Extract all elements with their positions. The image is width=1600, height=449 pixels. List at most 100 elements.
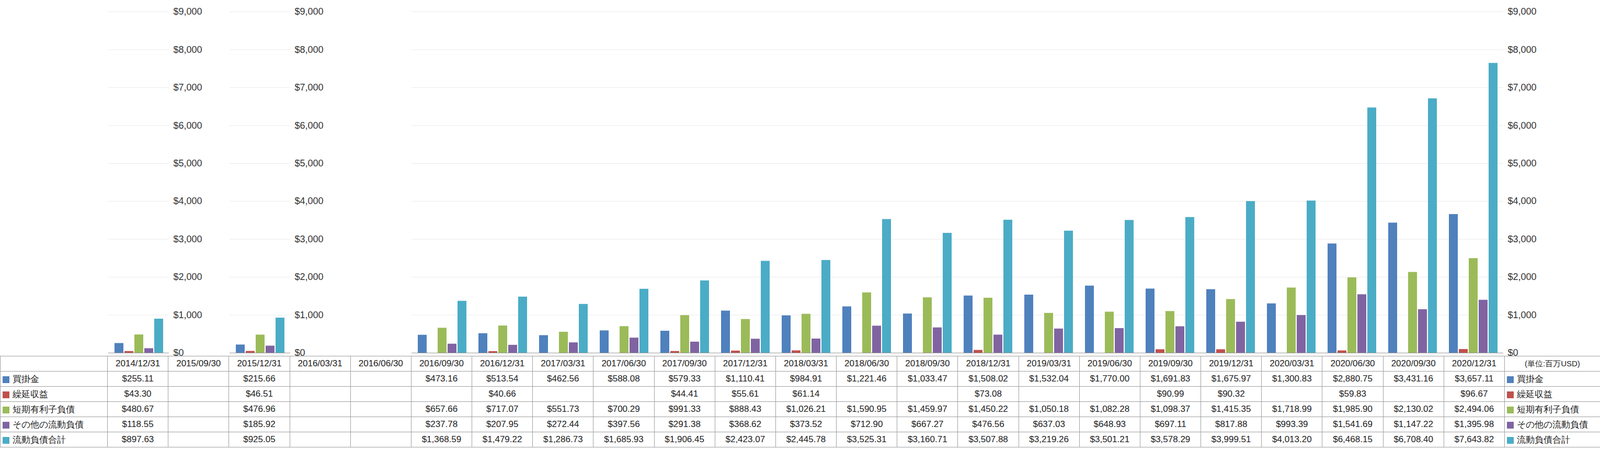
html-text:2015/12/31: 2015/12/31 [237, 358, 282, 369]
html-text:$40.66: $40.66 [488, 388, 516, 399]
html-text:2014/12/31: 2014/12/31 [115, 358, 161, 369]
html-text:$90.32: $90.32 [1217, 388, 1245, 399]
svg-text:$9,000: $9,000 [294, 6, 324, 17]
html-text:$717.07: $717.07 [486, 403, 519, 414]
html-text:2020/12/31: 2020/12/31 [1451, 358, 1497, 369]
html-text:$1,691.83: $1,691.83 [1150, 373, 1191, 384]
html-text:$588.08: $588.08 [607, 373, 640, 384]
html-text:2017/09/30: 2017/09/30 [662, 358, 707, 369]
html-text:$473.16: $473.16 [425, 373, 458, 384]
svg-text:$2,000: $2,000 [173, 271, 203, 282]
html-text:$61.14: $61.14 [792, 388, 820, 399]
html-text:$1,770.00: $1,770.00 [1089, 373, 1130, 384]
html-text:$476.96: $476.96 [243, 403, 276, 414]
svg-text:$9,000: $9,000 [173, 6, 203, 17]
html-text:2016/06/30: 2016/06/30 [358, 358, 404, 369]
html-text:$44.41: $44.41 [670, 388, 699, 399]
html-text:2019/09/30: 2019/09/30 [1148, 358, 1193, 369]
svg-text:$5,000: $5,000 [173, 157, 203, 169]
html-text:$513.54: $513.54 [486, 373, 519, 384]
html-text:$46.51: $46.51 [245, 388, 273, 399]
html-text:2020/06/30: 2020/06/30 [1330, 358, 1375, 369]
html-text:$888.43: $888.43 [729, 403, 762, 414]
html-text:$73.08: $73.08 [974, 388, 1002, 399]
html-text:2018/06/30: 2018/06/30 [844, 358, 889, 369]
svg-text:$1,000: $1,000 [173, 309, 203, 320]
html-text:2018/03/31: 2018/03/31 [783, 358, 829, 369]
html-text:$1,033.47: $1,033.47 [907, 373, 948, 384]
html-text:短期有利子負債: 短期有利子負債 [12, 403, 75, 414]
svg-text:$0: $0 [173, 347, 185, 356]
html-text:2019/03/31: 2019/03/31 [1026, 358, 1072, 369]
html-text:2015/09/30: 2015/09/30 [176, 358, 221, 369]
html-text:2018/09/30: 2018/09/30 [905, 358, 950, 369]
html-text:$1,508.02: $1,508.02 [968, 373, 1008, 384]
html-text:$59.83: $59.83 [1339, 388, 1367, 399]
svg-text:$4,000: $4,000 [1507, 195, 1537, 207]
html-text:買掛金: 買掛金 [12, 373, 40, 384]
html-text:$991.33: $991.33 [668, 403, 701, 414]
svg-text:$4,000: $4,000 [173, 195, 203, 207]
svg-text:$4,000: $4,000 [294, 195, 324, 207]
html-text:$1,221.46: $1,221.46 [846, 373, 887, 384]
svg-text:$7,000: $7,000 [1507, 82, 1537, 93]
html-text:$1,590.95: $1,590.95 [846, 403, 887, 414]
html-text:$480.67: $480.67 [121, 403, 154, 414]
html-text:$3,657.11: $3,657.11 [1454, 373, 1494, 384]
svg-text:$2,000: $2,000 [1507, 271, 1537, 282]
svg-text:$1,000: $1,000 [294, 309, 324, 320]
svg-text:$2,000: $2,000 [294, 271, 324, 282]
html-text:$1,675.97: $1,675.97 [1211, 373, 1251, 384]
html-text:2017/12/31: 2017/12/31 [723, 358, 768, 369]
html-text:$700.29: $700.29 [607, 403, 640, 414]
html-text:2017/03/31: 2017/03/31 [540, 358, 586, 369]
svg-text:$0: $0 [1507, 347, 1519, 356]
html-text:$1,532.04: $1,532.04 [1029, 373, 1069, 384]
html-text:$90.99: $90.99 [1156, 388, 1185, 399]
html-text:2018/12/31: 2018/12/31 [965, 358, 1011, 369]
html-text:2020/09/30: 2020/09/30 [1391, 358, 1436, 369]
svg-text:$8,000: $8,000 [173, 44, 203, 55]
html-text:$1,110.41: $1,110.41 [725, 373, 765, 384]
html-text:$1,459.97: $1,459.97 [907, 403, 948, 414]
svg-text:$9,000: $9,000 [1507, 6, 1537, 17]
svg-text:$7,000: $7,000 [173, 82, 203, 93]
html-text:$96.67: $96.67 [1460, 388, 1488, 399]
svg-text:$0: $0 [294, 347, 306, 356]
svg-text:$8,000: $8,000 [294, 44, 324, 55]
svg-text:$8,000: $8,000 [1507, 44, 1537, 55]
html-text:$551.73: $551.73 [546, 403, 580, 414]
svg-text:$6,000: $6,000 [294, 120, 324, 131]
svg-text:$3,000: $3,000 [294, 233, 324, 245]
html-text:$984.91: $984.91 [789, 373, 823, 384]
html-text:繰延収益: 繰延収益 [12, 388, 49, 399]
svg-text:$5,000: $5,000 [294, 157, 324, 169]
html-text:2020/03/31: 2020/03/31 [1269, 358, 1315, 369]
html-text:2017/06/30: 2017/06/30 [601, 358, 647, 369]
svg-text:$3,000: $3,000 [173, 233, 203, 245]
html-text:$579.33: $579.33 [668, 373, 701, 384]
html-text:2016/12/31: 2016/12/31 [480, 358, 525, 369]
svg-text:$6,000: $6,000 [1507, 120, 1537, 131]
html-text:$1,300.83: $1,300.83 [1272, 373, 1312, 384]
html-text:2019/06/30: 2019/06/30 [1087, 358, 1132, 369]
html-text:2019/12/31: 2019/12/31 [1208, 358, 1254, 369]
svg-text:$3,000: $3,000 [1507, 233, 1537, 245]
html-text:$3,431.16: $3,431.16 [1393, 373, 1434, 384]
html-text:繰延収益: 繰延収益 [1516, 388, 1553, 399]
html-text:$1,026.21: $1,026.21 [786, 403, 826, 414]
html-text:2016/09/30: 2016/09/30 [419, 358, 464, 369]
html-text:$2,880.75: $2,880.75 [1332, 373, 1373, 384]
svg-text:$7,000: $7,000 [294, 82, 324, 93]
html-text:$43.30: $43.30 [124, 388, 152, 399]
html-text:$255.11: $255.11 [122, 373, 154, 384]
html-text:買掛金: 買掛金 [1516, 373, 1544, 384]
html-text:$462.56: $462.56 [546, 373, 580, 384]
svg-text:$5,000: $5,000 [1507, 157, 1537, 169]
html-text:2016/03/31: 2016/03/31 [297, 358, 343, 369]
svg-text:$1,000: $1,000 [1507, 309, 1537, 320]
svg-text:$6,000: $6,000 [173, 120, 203, 131]
html-text:$215.66: $215.66 [243, 373, 276, 384]
html-text:$55.61: $55.61 [731, 388, 759, 399]
html-text:$657.66: $657.66 [425, 403, 458, 414]
